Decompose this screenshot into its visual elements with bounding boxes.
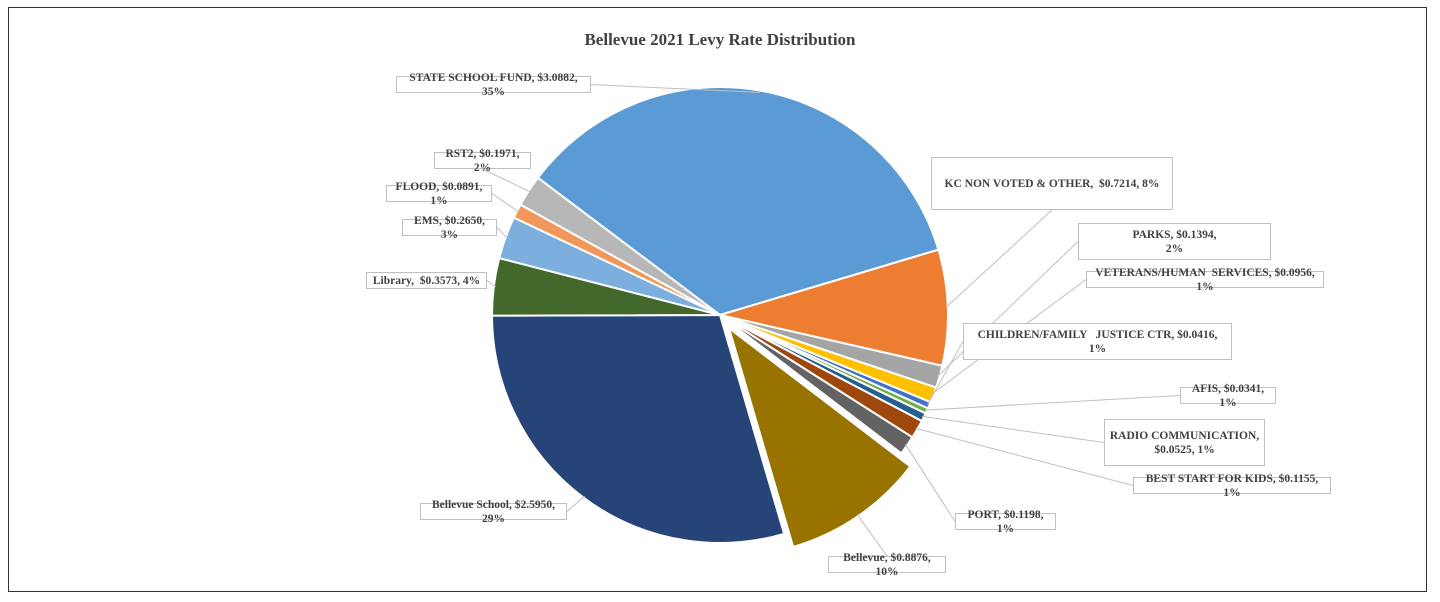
pie-slice-state-school-fund bbox=[536, 86, 940, 317]
leader-line bbox=[921, 415, 1105, 443]
data-label: Bellevue School, $2.5950, 29% bbox=[420, 499, 567, 525]
leader-line bbox=[590, 84, 760, 94]
data-label: PORT, $0.1198, 1% bbox=[955, 509, 1056, 535]
data-label: CHILDREN/FAMILY JUSTICE CTR, $0.0416, 1% bbox=[963, 323, 1232, 360]
leader-line bbox=[927, 341, 964, 405]
pie-slice-port bbox=[719, 314, 914, 455]
leader-line bbox=[937, 241, 1079, 377]
data-label: Library, $0.3573, 4% bbox=[366, 272, 487, 289]
pie-slice-kc-non-voted-other bbox=[716, 248, 949, 367]
data-label: VETERANS/HUMAN SERVICES, $0.0956, 1% bbox=[1086, 267, 1324, 293]
leader-line bbox=[904, 444, 956, 522]
leader-line bbox=[856, 514, 888, 557]
data-label: FLOOD, $0.0891, 1% bbox=[386, 181, 492, 207]
chart-frame bbox=[8, 7, 1427, 592]
data-label: PARKS, $0.1394, 2% bbox=[1078, 223, 1271, 260]
leader-line bbox=[486, 280, 497, 288]
leader-line bbox=[491, 193, 520, 213]
leader-line bbox=[482, 168, 531, 193]
data-label: Bellevue, $0.8876, 10% bbox=[828, 552, 946, 578]
data-label: RST2, $0.1971, 2% bbox=[434, 148, 531, 174]
data-label: STATE SCHOOL FUND, $3.0882, 35% bbox=[396, 72, 591, 98]
chart-title: Bellevue 2021 Levy Rate Distribution bbox=[584, 30, 856, 49]
data-label: AFIS, $0.0341, 1% bbox=[1180, 383, 1276, 409]
data-label: KC NON VOTED & OTHER, $0.7214, 8% bbox=[931, 157, 1173, 210]
data-label: EMS, $0.2650, 3% bbox=[402, 215, 497, 241]
data-label: RADIO COMMUNICATION, $0.0525, 1% bbox=[1104, 419, 1265, 466]
leader-line bbox=[945, 209, 1053, 308]
leader-line bbox=[915, 427, 1134, 486]
leader-line bbox=[925, 395, 1181, 411]
leader-line bbox=[566, 495, 586, 512]
leader-line bbox=[496, 227, 508, 239]
data-label: BEST START FOR KIDS, $0.1155, 1% bbox=[1133, 473, 1331, 499]
